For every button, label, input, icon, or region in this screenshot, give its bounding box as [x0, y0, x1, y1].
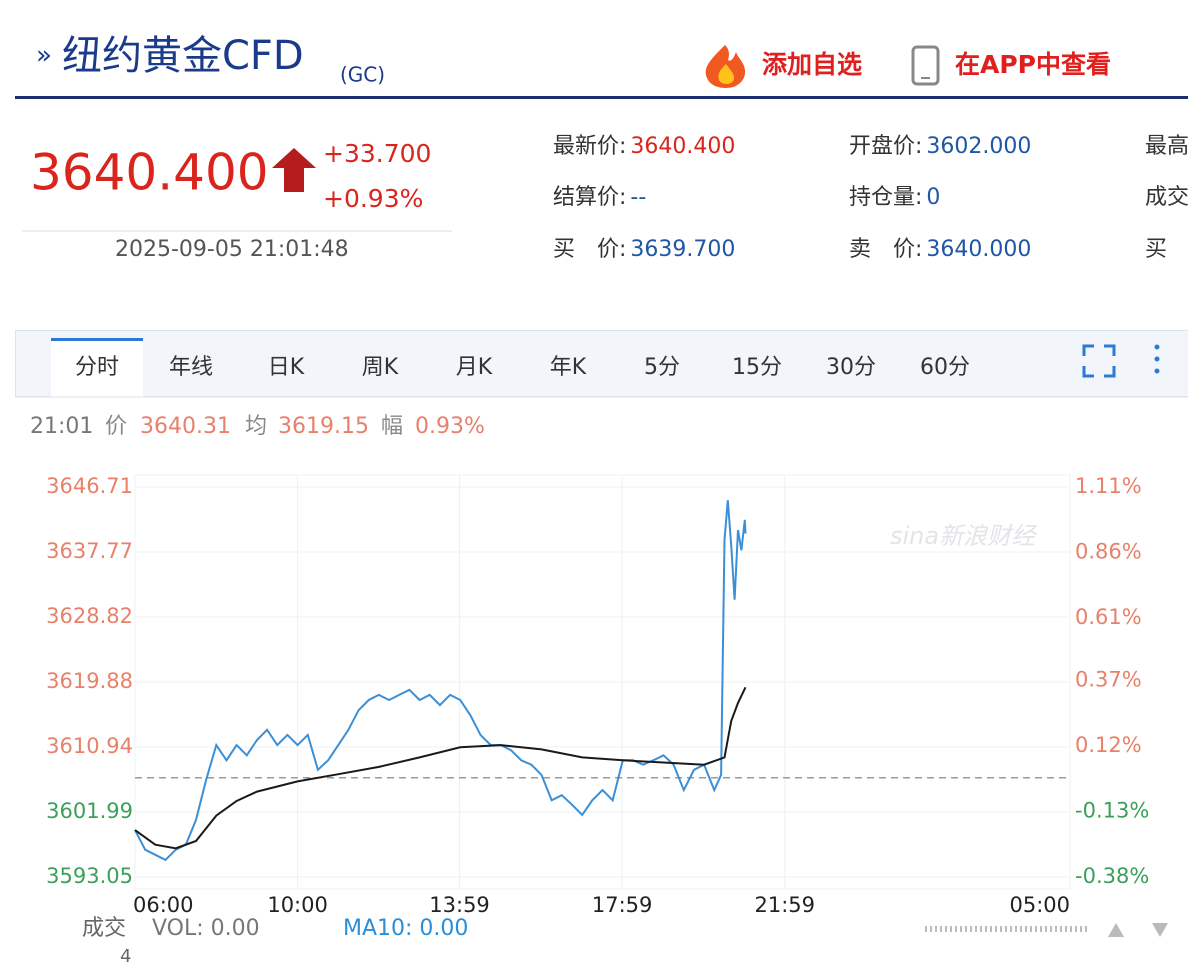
tab[interactable]: 年K: [550, 355, 587, 380]
y2-tick-label: 0.37%: [1075, 668, 1142, 692]
volume-vol: VOL: 0.00: [152, 916, 260, 941]
x-tick-label: 05:00: [1009, 893, 1070, 917]
x-tick-label: 06:00: [133, 893, 194, 917]
y2-tick-label: 0.86%: [1075, 539, 1142, 563]
change: +33.700: [323, 139, 431, 168]
volume-axis-label: 4: [120, 946, 131, 964]
chart: 3593.05 3601.99 3610.94 3619.88 3628.82 3637.…: [46, 474, 1149, 917]
field-label: 卖 价:: [849, 237, 922, 262]
up-arrow: [272, 148, 316, 192]
chevron: »: [36, 41, 52, 71]
field-value: --: [630, 185, 646, 210]
scroll-up[interactable]: [1108, 923, 1124, 937]
tab[interactable]: 5分: [644, 355, 680, 380]
tab[interactable]: 周K: [362, 355, 399, 380]
tab[interactable]: 30分: [826, 355, 876, 380]
more-icon[interactable]: [1154, 344, 1160, 374]
code: (GC): [340, 63, 385, 87]
phone-icon: [911, 45, 940, 86]
fullscreen-icon[interactable]: [1082, 344, 1116, 378]
y-tick-label: 3601.99: [46, 799, 133, 823]
field-label: 成交: [1145, 185, 1188, 210]
price: 3640.400: [30, 144, 269, 202]
x-tick-label: 13:59: [429, 893, 490, 917]
series-line: [134, 686, 747, 850]
info-amp: 0.93%: [415, 414, 485, 439]
watermark: sina新浪财经: [890, 522, 1038, 550]
x-tick-label: 17:59: [592, 893, 653, 917]
y-tick-label: 3619.88: [46, 669, 133, 693]
tab[interactable]: 分时: [75, 355, 119, 380]
info-avg: 3619.15: [278, 414, 369, 439]
field-label: 最高: [1145, 134, 1188, 159]
field-label: 最新价:: [553, 134, 626, 159]
active-tab-border: [51, 338, 143, 341]
x-tick-label: 10:00: [267, 893, 328, 917]
tab[interactable]: 15分: [732, 355, 782, 380]
series-line: [134, 500, 747, 862]
y-tick-label: 3637.77: [46, 539, 133, 563]
y2-tick-label: 0.61%: [1075, 605, 1142, 629]
y-tick-label: 3646.71: [46, 474, 133, 498]
field-label: 买 价:: [553, 237, 626, 262]
field-value: 3640.400: [630, 134, 735, 159]
info-time: 21:01: [30, 414, 93, 439]
tab[interactable]: 60分: [920, 355, 970, 380]
change-pct: +0.93%: [323, 184, 423, 213]
y-tick-label: 3593.05: [46, 864, 133, 888]
field-value: 0: [926, 185, 940, 210]
field-label: 买: [1145, 237, 1167, 262]
title: 纽约黄金CFD: [62, 33, 304, 79]
fire-icon: [705, 45, 746, 88]
y2-tick-label: 1.11%: [1075, 474, 1142, 498]
field-value: 3639.700: [630, 237, 735, 262]
y-tick-label: 3628.82: [46, 604, 133, 628]
field-value: 3640.000: [926, 237, 1031, 262]
info-price-label: 价: [105, 414, 127, 439]
volume-ma10: MA10: 0.00: [343, 916, 468, 941]
info-amp-label: 幅: [381, 414, 403, 439]
field-label: 开盘价:: [849, 134, 922, 159]
tab[interactable]: 年线: [169, 355, 213, 380]
scroll-down[interactable]: [1152, 923, 1168, 937]
tab-bar: [15, 330, 1188, 397]
info-price: 3640.31: [140, 414, 231, 439]
volume-label: 成交: [82, 916, 126, 941]
x-tick-label: 21:59: [754, 893, 815, 917]
view-in-app[interactable]: 在APP中查看: [955, 50, 1111, 79]
field-label: 持仓量:: [849, 185, 922, 210]
field-value: 3602.000: [926, 134, 1031, 159]
active-tab: [51, 338, 143, 398]
y2-tick-label: -0.13%: [1075, 799, 1149, 823]
tab[interactable]: 月K: [456, 355, 493, 380]
add-watchlist[interactable]: 添加自选: [762, 50, 862, 79]
y2-tick-label: -0.38%: [1075, 864, 1149, 888]
y-tick-label: 3610.94: [46, 734, 133, 758]
header-rule: [15, 96, 1188, 99]
y2-tick-label: 0.12%: [1075, 733, 1142, 757]
quote-time: 2025-09-05 21:01:48: [115, 237, 349, 262]
info-avg-label: 均: [245, 414, 267, 439]
tab[interactable]: 日K: [268, 355, 305, 380]
tabs: 分时 年线 日K 周K 月K 年K 5分 15分 30分 60分: [51, 338, 970, 398]
field-label: 结算价:: [553, 185, 626, 210]
